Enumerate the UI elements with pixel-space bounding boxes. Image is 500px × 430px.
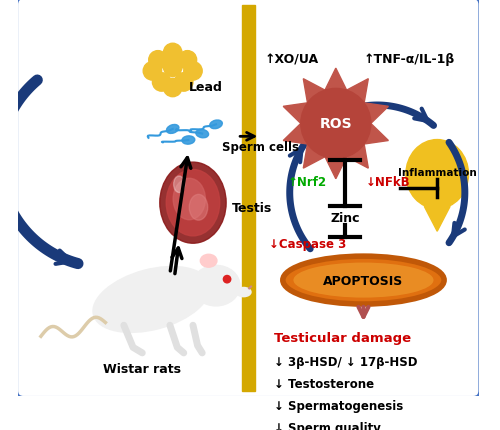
Circle shape [178,52,197,70]
Ellipse shape [210,121,222,129]
Ellipse shape [93,267,210,332]
Polygon shape [325,69,346,91]
Text: ↓NFkB: ↓NFkB [366,175,410,188]
Circle shape [143,62,162,81]
Circle shape [184,62,202,81]
Polygon shape [364,124,388,144]
Ellipse shape [190,195,208,221]
Ellipse shape [196,130,208,138]
Polygon shape [346,80,368,104]
Text: ↓Caspase 3: ↓Caspase 3 [270,237,346,250]
Ellipse shape [182,136,195,145]
Circle shape [301,89,371,159]
Text: Zinc: Zinc [330,212,360,224]
Text: Testicular damage: Testicular damage [274,331,411,344]
Circle shape [174,74,193,92]
Polygon shape [364,104,388,124]
Polygon shape [283,124,308,144]
Polygon shape [424,207,450,232]
Polygon shape [325,157,346,179]
Ellipse shape [200,255,217,267]
Text: Lead: Lead [190,81,223,94]
Polygon shape [304,144,325,169]
Text: ↓ 3β-HSD/ ↓ 17β-HSD: ↓ 3β-HSD/ ↓ 17β-HSD [274,355,418,368]
Text: ↑TNF-α/IL-1β: ↑TNF-α/IL-1β [364,53,454,66]
Text: ↓ Testosterone: ↓ Testosterone [274,377,374,390]
Ellipse shape [173,179,206,220]
Text: Wistar rats: Wistar rats [104,362,182,375]
Text: Testis: Testis [232,201,272,214]
Polygon shape [304,80,325,104]
Ellipse shape [294,263,434,298]
Text: ROS: ROS [320,117,352,131]
Ellipse shape [236,288,251,297]
Ellipse shape [160,163,226,244]
Text: ↑Nrf2: ↑Nrf2 [288,175,327,188]
Text: APOPTOSIS: APOPTOSIS [324,274,404,287]
Ellipse shape [166,125,179,134]
Circle shape [224,276,231,283]
Polygon shape [346,144,368,169]
Ellipse shape [166,170,220,236]
Polygon shape [283,104,308,124]
Circle shape [164,44,182,62]
Text: ↑XO/UA: ↑XO/UA [265,53,319,66]
Text: ↓ Sperm quality: ↓ Sperm quality [274,421,381,430]
FancyBboxPatch shape [16,0,480,398]
Ellipse shape [192,266,240,306]
Circle shape [148,52,167,70]
Circle shape [164,59,182,77]
Bar [242,6,254,391]
Circle shape [164,79,182,98]
Text: Sperm cells: Sperm cells [222,141,300,154]
Ellipse shape [283,257,444,304]
Circle shape [152,74,171,92]
Ellipse shape [406,140,468,209]
Ellipse shape [174,177,184,193]
Text: ↓ Spermatogenesis: ↓ Spermatogenesis [274,399,404,412]
Text: Inflammation: Inflammation [398,168,476,178]
